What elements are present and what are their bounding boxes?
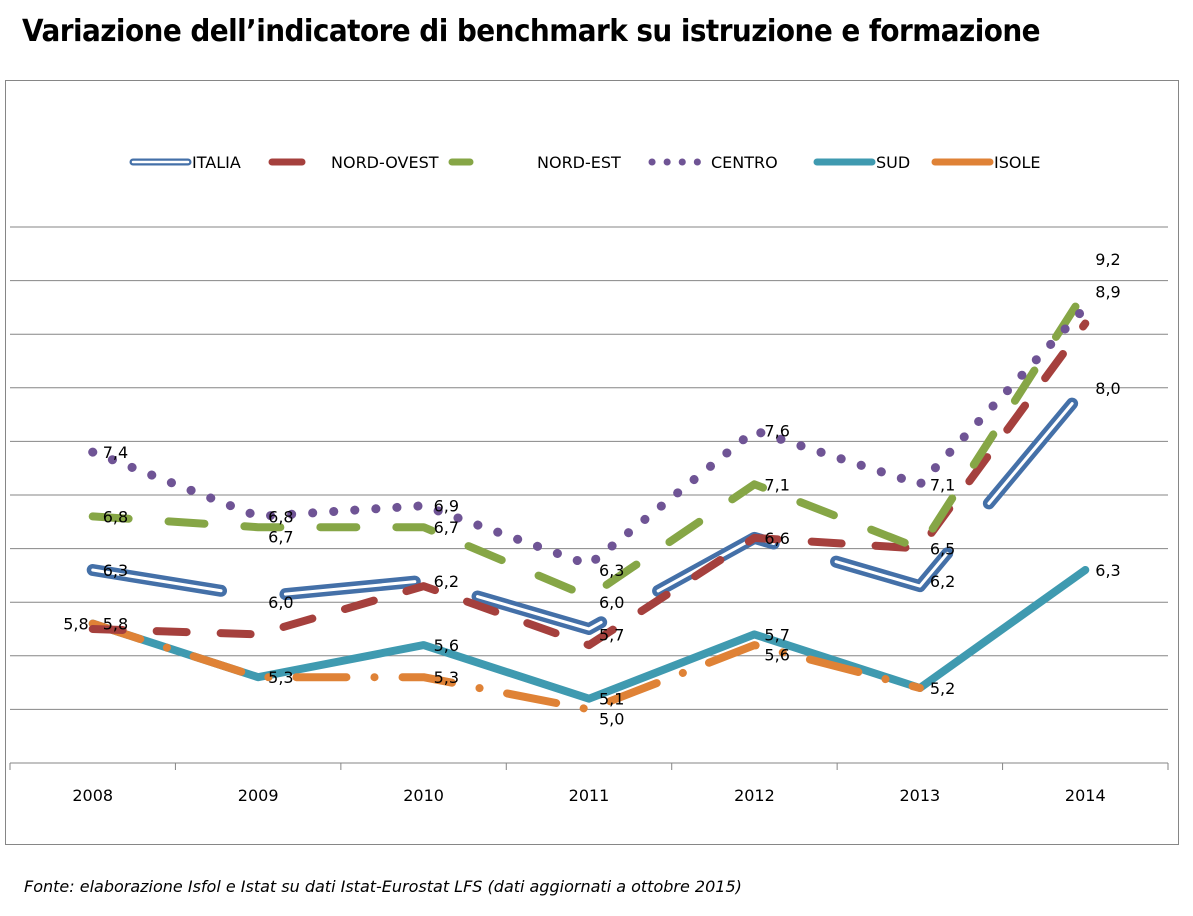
data-label: 8,0 <box>1095 379 1120 398</box>
data-label: 6,2 <box>434 572 459 591</box>
data-label: 6,3 <box>1095 561 1120 580</box>
data-label: 5,2 <box>930 679 955 698</box>
series-line-centro <box>88 302 1090 570</box>
data-label: 6,3 <box>103 561 128 580</box>
legend-label: NORD-EST <box>537 153 621 172</box>
legend-item-nord-est: NORD-EST <box>448 153 621 172</box>
data-labels: 7,46,86,35,85,86,86,76,05,36,96,76,25,65… <box>63 250 1120 729</box>
legend-item-centro: CENTRO <box>648 153 778 172</box>
x-tick-label: 2014 <box>1065 786 1106 805</box>
x-axis: 2008 2009 2010 2011 2012 2013 2014 <box>9 762 1169 805</box>
data-label: 5,3 <box>268 668 293 687</box>
data-label: 7,4 <box>103 443 128 462</box>
data-label: 5,3 <box>434 668 459 687</box>
data-label: 6,7 <box>434 518 459 537</box>
series-line-nord-ovest <box>88 319 1090 650</box>
legend-label: CENTRO <box>711 153 778 172</box>
series-line-italia <box>86 381 1092 635</box>
data-label: 6,6 <box>764 529 789 548</box>
legend-item-isole: ISOLE <box>931 153 1041 172</box>
data-label: 6,0 <box>599 593 624 612</box>
data-label: 6,3 <box>599 561 624 580</box>
legend-label: ISOLE <box>994 153 1041 172</box>
legend-label: NORD-OVEST <box>331 153 439 172</box>
data-label: 5,1 <box>599 690 624 709</box>
data-label: 6,2 <box>930 572 955 591</box>
x-tick-label: 2011 <box>569 786 610 805</box>
data-label: 7,1 <box>930 475 955 494</box>
series-line-italia-inner <box>91 386 1087 631</box>
data-label: 6,9 <box>434 497 459 516</box>
series-lines <box>86 287 1092 714</box>
source-note: Fonte: elaborazione Isfol e Istat su dat… <box>24 877 742 896</box>
data-label: 8,9 <box>1095 282 1120 301</box>
x-tick-label: 2009 <box>238 786 279 805</box>
data-label: 5,7 <box>599 625 624 644</box>
legend-item-sud: SUD <box>813 153 910 172</box>
data-label: 6,8 <box>103 507 128 526</box>
data-label: 5,6 <box>434 636 459 655</box>
legend-item-nord-ovest: NORD-OVEST <box>268 153 439 172</box>
data-label: 6,7 <box>268 527 293 546</box>
chart-frame <box>5 80 1179 845</box>
data-label: 5,7 <box>764 625 789 644</box>
data-label: 6,8 <box>268 507 293 526</box>
data-label: 9,2 <box>1095 250 1120 269</box>
data-label: 6,5 <box>930 540 955 559</box>
data-label: 6,0 <box>268 593 293 612</box>
legend-item-italia: ITALIA <box>129 153 241 172</box>
legend: ITALIA NORD-OVEST NORD-EST CENTRO SUD ISOLE <box>129 153 1041 172</box>
data-label: 7,6 <box>764 422 789 441</box>
data-label: 5,8 <box>63 615 88 634</box>
x-tick-label: 2008 <box>72 786 113 805</box>
x-tick-label: 2012 <box>734 786 775 805</box>
data-label: 5,8 <box>103 615 128 634</box>
series-line-isole <box>88 619 924 714</box>
chart-title: Variazione dell’indicatore di benchmark … <box>22 14 1041 49</box>
data-label: 5,6 <box>764 645 789 664</box>
x-tick-label: 2013 <box>899 786 940 805</box>
series-line-nord-est <box>88 287 1090 601</box>
x-tick-label: 2010 <box>403 786 444 805</box>
data-label: 5,0 <box>599 710 624 729</box>
data-label: 7,1 <box>764 475 789 494</box>
legend-label: ITALIA <box>192 153 241 172</box>
legend-label: SUD <box>876 153 910 172</box>
